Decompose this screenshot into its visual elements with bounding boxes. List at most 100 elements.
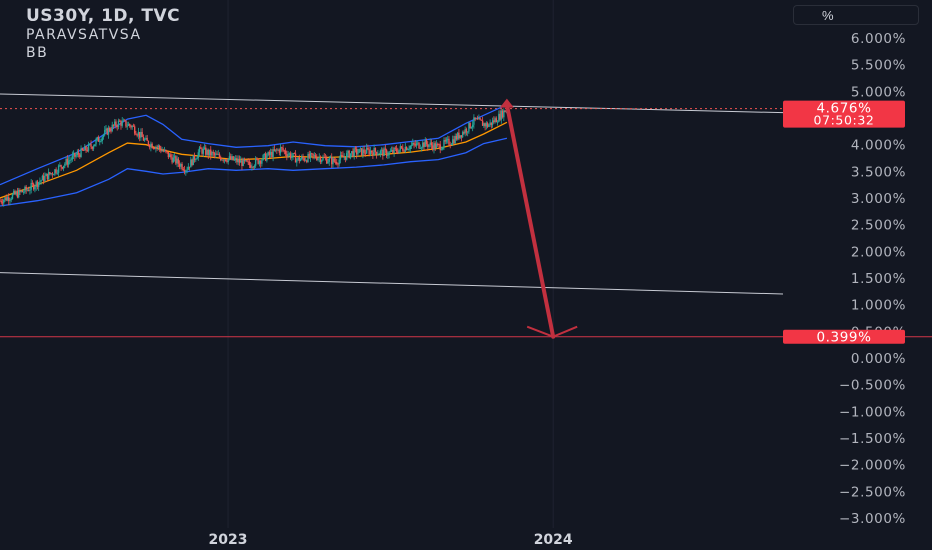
candle-body — [500, 110, 503, 120]
candle-body — [422, 142, 424, 148]
candle-body — [16, 191, 19, 198]
candle-body — [145, 137, 147, 140]
candle — [368, 146, 370, 157]
candle-body — [354, 148, 357, 150]
candle — [196, 155, 198, 160]
candle-body — [262, 155, 264, 161]
candle-body — [157, 145, 160, 148]
candle-body — [170, 154, 172, 158]
candle-body — [80, 148, 82, 158]
candle-body — [225, 159, 227, 162]
candle-body — [31, 182, 34, 184]
candle-body — [442, 147, 444, 150]
candle — [360, 148, 363, 156]
candle — [79, 152, 81, 160]
candle-body — [490, 122, 493, 125]
candle-body — [269, 152, 272, 155]
candle — [122, 118, 125, 122]
candle-body — [266, 155, 268, 161]
projection-arrow[interactable] — [499, 98, 578, 339]
candle — [27, 186, 30, 192]
candle — [183, 165, 186, 175]
candle-body — [378, 153, 380, 155]
candle — [54, 168, 56, 177]
candle — [433, 140, 435, 154]
candle — [81, 147, 84, 151]
candle-body — [26, 189, 29, 191]
candle — [239, 156, 242, 163]
candle-body — [410, 145, 413, 146]
candle-body — [140, 131, 142, 138]
candle — [317, 157, 319, 162]
candle-body — [197, 152, 199, 158]
candle — [338, 156, 340, 167]
candle-body — [309, 153, 312, 158]
candle-body — [30, 182, 32, 190]
candle — [35, 180, 37, 191]
candle — [281, 146, 283, 152]
candle-body — [364, 152, 367, 154]
candle — [96, 136, 98, 142]
candle-body — [292, 153, 294, 157]
candle — [61, 166, 64, 170]
candle — [337, 162, 339, 168]
candle-body — [195, 159, 197, 161]
candle-body — [216, 153, 218, 155]
candle-body — [365, 147, 368, 154]
candle-body — [273, 149, 276, 151]
trend-lines[interactable] — [0, 93, 932, 338]
candle — [415, 140, 418, 149]
candle-body — [256, 158, 258, 160]
candle-body — [50, 173, 52, 175]
candle — [69, 155, 71, 165]
percent-scale-button[interactable]: % — [793, 5, 919, 25]
time-axis[interactable]: 2023 2024 — [209, 532, 573, 548]
candle-body — [353, 148, 355, 157]
candle — [242, 157, 244, 167]
candle-body — [326, 157, 328, 164]
candle-body — [384, 148, 387, 150]
candle-body — [87, 144, 90, 151]
indicator-label-bb[interactable]: BB — [26, 45, 49, 61]
indicator-label-paravsatvsa[interactable]: PARAVSATVSA — [26, 27, 142, 43]
candle — [193, 152, 196, 163]
candle-body — [198, 147, 201, 153]
candle — [390, 146, 393, 153]
candle-body — [360, 148, 363, 156]
candle — [355, 146, 358, 159]
candle — [442, 146, 444, 151]
candle — [16, 187, 19, 199]
candle — [25, 184, 27, 194]
candle — [210, 146, 212, 160]
candle — [298, 154, 301, 164]
candle-body — [358, 149, 360, 153]
candle-body — [287, 154, 289, 157]
candle-body — [363, 149, 365, 153]
candle-body — [137, 131, 140, 136]
candle — [309, 151, 312, 162]
candle — [65, 156, 67, 166]
candle-body — [231, 156, 233, 160]
candle-body — [161, 150, 163, 152]
candle-body — [40, 180, 42, 182]
candle — [326, 155, 328, 165]
candle-body — [81, 148, 84, 151]
candle — [297, 156, 299, 161]
candle — [282, 144, 284, 153]
symbol-title[interactable]: US30Y, 1D, TVC — [26, 6, 181, 26]
candle — [362, 146, 364, 159]
candle — [287, 150, 289, 159]
candle — [237, 155, 239, 166]
candle-body — [3, 199, 5, 204]
candle-body — [418, 142, 420, 149]
candle — [301, 154, 303, 161]
candle — [4, 197, 6, 203]
candle-body — [130, 125, 132, 128]
candle-body — [212, 152, 214, 154]
candle — [195, 158, 197, 163]
candle — [261, 158, 263, 167]
candle-body — [39, 181, 41, 183]
candle — [322, 154, 324, 161]
candle-body — [387, 155, 389, 156]
